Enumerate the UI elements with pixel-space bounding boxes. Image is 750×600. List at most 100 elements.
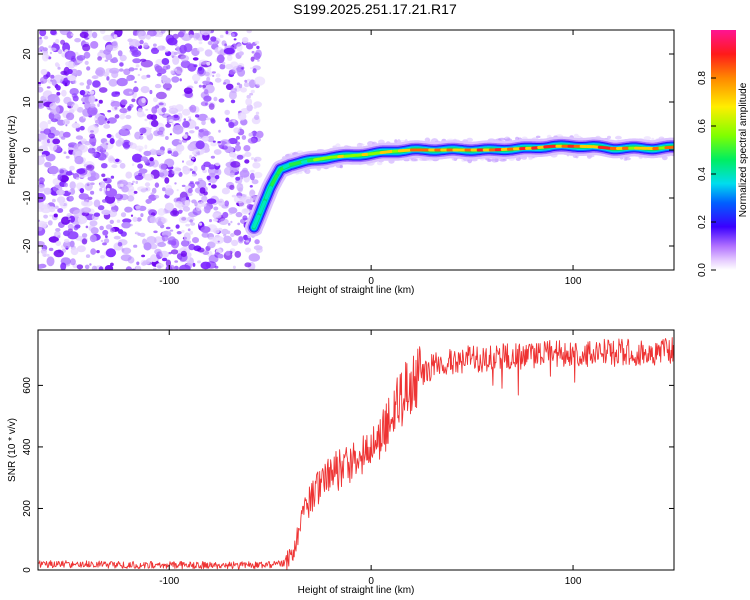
noise-blob [48,45,52,49]
noise-blob [101,199,108,203]
noise-blob [237,222,241,226]
noise-blob [57,174,62,181]
noise-blob [47,220,53,226]
noise-blob [150,119,159,128]
noise-blob [170,70,174,75]
noise-blob [87,147,96,154]
noise-blob [157,130,164,136]
noise-blob [62,80,66,84]
noise-blob [134,145,144,151]
noise-blob [153,267,157,270]
noise-blob [137,107,143,113]
noise-blob [101,209,111,215]
noise-blob [117,229,124,235]
noise-blob [253,101,262,108]
noise-blob [157,220,163,227]
noise-blob [127,195,135,202]
noise-blob [88,174,92,177]
noise-blob [221,228,229,235]
noise-blob [66,31,74,39]
noise-blob [166,264,175,270]
noise-blob [117,137,125,145]
noise-blob [191,157,195,160]
noise-blob [182,166,191,175]
noise-blob [236,43,243,52]
noise-blob [38,86,44,93]
noise-blob [150,47,160,54]
y-tick-label: 600 [22,377,33,394]
ridge-core [313,157,321,162]
noise-blob [101,173,106,178]
noise-blob [109,227,116,233]
noise-blob [155,91,167,100]
noise-blob [113,34,118,39]
noise-blob [79,31,89,39]
noise-blob [211,71,216,74]
noise-blob [136,110,145,118]
noise-blob [195,181,200,185]
halo-blob [643,136,652,141]
noise-blob [249,92,254,96]
noise-blob [175,224,180,229]
noise-blob [183,232,191,242]
noise-blob [67,68,73,75]
snr-y-label: SNR (10 * v/v) [7,418,18,482]
noise-blob [116,219,121,223]
noise-blob [77,215,88,224]
noise-blob [117,50,123,57]
noise-blob [197,67,203,71]
noise-blob [47,132,55,139]
noise-blob [89,220,98,227]
noise-blob [154,248,162,255]
noise-blob [254,239,260,245]
noise-blob [210,118,216,124]
halo-blob [573,133,579,138]
noise-blob [65,61,75,67]
colorbar-tick-label: 0.4 [697,167,708,181]
noise-blob [41,154,46,158]
noise-blob [172,150,179,157]
noise-blob [241,135,247,140]
noise-blob [117,242,123,247]
noise-blob [241,196,254,205]
noise-blob [229,151,236,158]
noise-blob [168,107,179,114]
noise-blob [69,240,75,248]
noise-blob [189,143,195,150]
noise-blob [38,264,44,269]
noise-blob [38,177,45,183]
noise-blob [245,247,252,253]
noise-blob [155,59,164,66]
halo-blob [357,143,365,147]
noise-blob [249,67,254,70]
noise-blob [40,68,48,76]
noise-blob [63,230,71,237]
noise-blob [225,83,234,91]
noise-blob [233,127,240,134]
noise-blob [105,224,113,230]
noise-blob [71,103,79,111]
noise-blob [107,120,110,124]
noise-blob [108,78,118,87]
noise-blob [247,78,251,82]
noise-blob [111,106,119,111]
x-tick-label: -100 [159,276,179,287]
noise-blob [83,115,86,119]
noise-blob [236,183,244,192]
noise-blob [180,250,187,257]
spectrogram-x-ticks: -100 0 100 [159,30,582,287]
noise-blob [250,56,255,62]
noise-blob [240,87,247,93]
noise-blob [250,89,255,94]
noise-blob [103,49,111,55]
noise-blob [169,229,174,232]
noise-blob [42,52,49,62]
noise-blob [198,128,209,139]
noise-blob [241,37,249,44]
noise-blob [71,207,75,212]
noise-blob [231,239,239,247]
noise-blob [176,231,182,235]
noise-blob [229,184,235,191]
noise-blob [210,141,217,147]
